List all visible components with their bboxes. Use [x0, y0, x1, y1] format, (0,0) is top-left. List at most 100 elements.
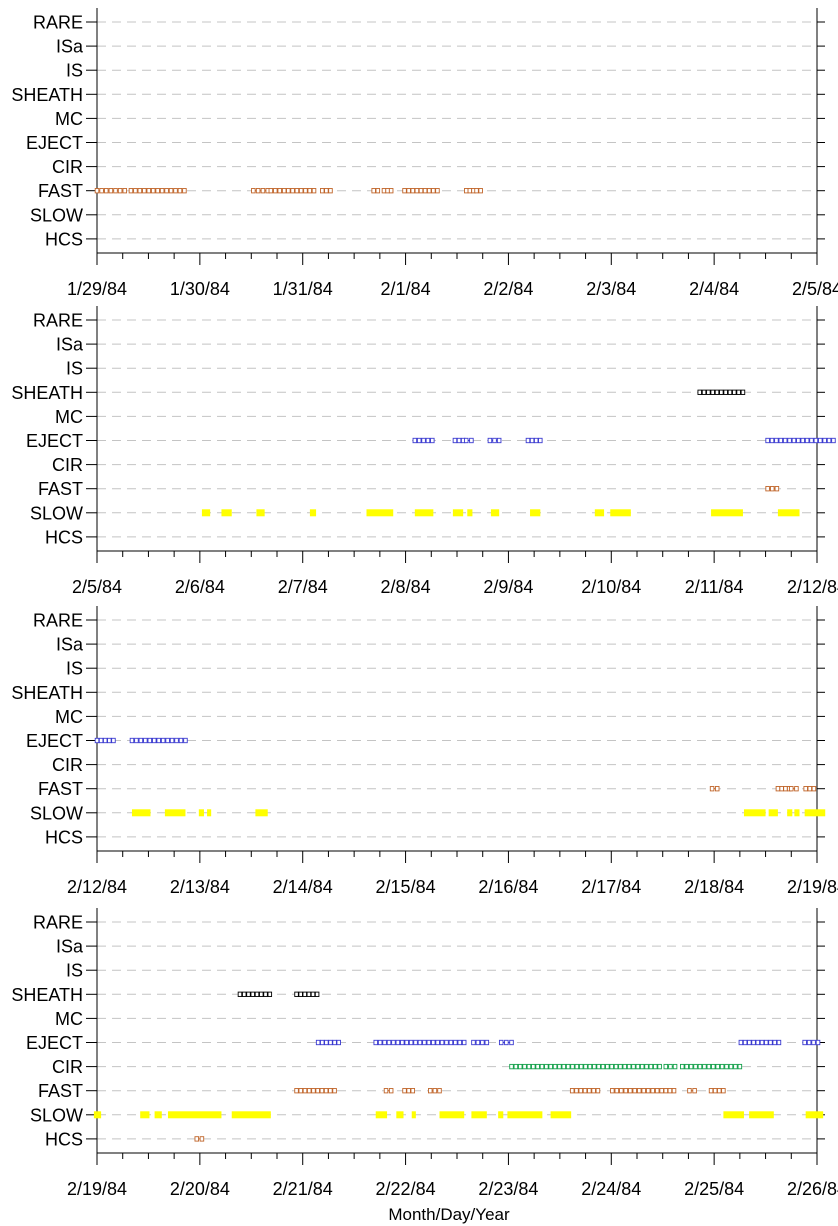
x-axis-title: Month/Day/Year: [388, 1205, 510, 1224]
data-point: [294, 1088, 299, 1094]
x-tick-label: 2/2/84: [483, 279, 533, 299]
series-fast-segment: [474, 188, 483, 194]
data-point: [693, 1063, 698, 1070]
slow-bar: [221, 509, 232, 517]
data-point: [680, 1063, 685, 1070]
data-point: [375, 188, 381, 194]
data-point: [715, 1063, 720, 1070]
data-point: [719, 389, 724, 395]
data-point: [452, 437, 458, 444]
series-eject-segment: [471, 1039, 490, 1046]
data-point: [323, 1088, 329, 1094]
panel-3: RARE ISa IS SHEATH MC EJECT CIR FAST SLOW HCS 2/12…: [11, 606, 838, 897]
data-point: [311, 188, 317, 194]
data-point: [383, 1088, 389, 1094]
data-point: [775, 786, 781, 792]
y-tick-label: EJECT: [26, 431, 83, 451]
data-point: [697, 1063, 703, 1070]
data-point: [418, 188, 424, 194]
data-point: [804, 437, 810, 444]
x-tick-label: 2/6/84: [175, 577, 225, 597]
data-point: [492, 437, 497, 444]
y-tick-label: EJECT: [26, 1033, 83, 1053]
data-point: [173, 188, 178, 194]
data-point: [290, 188, 295, 194]
data-point: [697, 389, 702, 395]
slow-bar: [777, 509, 800, 517]
data-point: [388, 1088, 394, 1094]
data-point: [591, 1088, 596, 1094]
series-slow-segment: [777, 509, 800, 517]
slow-bar: [768, 809, 778, 817]
data-point: [113, 188, 118, 194]
y-tick-label: ISa: [56, 335, 84, 355]
data-point: [281, 188, 287, 194]
data-point: [794, 786, 799, 792]
series-slow-segment: [452, 509, 464, 517]
data-point: [800, 437, 805, 444]
slow-bar: [530, 509, 541, 517]
y-tick-label: SLOW: [30, 803, 83, 823]
data-point: [302, 1088, 308, 1094]
data-point: [723, 389, 728, 395]
data-point: [522, 1063, 527, 1070]
data-point: [385, 188, 390, 194]
data-point: [254, 991, 260, 997]
data-point: [298, 1088, 304, 1094]
x-tick-label: 2/5/84: [792, 279, 838, 299]
data-point: [592, 1063, 597, 1070]
data-point: [381, 188, 387, 194]
data-point: [467, 188, 473, 194]
data-point: [639, 1063, 645, 1070]
data-point: [164, 188, 169, 194]
data-point: [671, 1088, 677, 1094]
data-point: [310, 991, 316, 997]
data-point: [273, 188, 278, 194]
data-point: [710, 389, 715, 395]
data-point: [246, 991, 251, 997]
data-point: [628, 1088, 633, 1094]
series-fast-segment: [251, 188, 270, 194]
data-point: [663, 1063, 669, 1070]
series-slow-segment: [490, 509, 500, 517]
y-tick-label: CIR: [52, 1057, 83, 1077]
slow-bar: [490, 509, 500, 517]
series-sheath-segment: [294, 991, 320, 997]
data-point: [432, 1088, 438, 1094]
x-tick-label: 2/11/84: [685, 577, 744, 597]
data-point: [732, 389, 737, 395]
series-fast-segment: [402, 1088, 416, 1094]
data-point: [480, 1039, 485, 1046]
data-point: [636, 1088, 642, 1094]
data-point: [410, 1088, 416, 1094]
data-point: [461, 1039, 467, 1046]
y-tick-label: MC: [55, 109, 83, 129]
y-tick-label: SLOW: [30, 503, 83, 523]
data-point: [822, 437, 827, 444]
data-point: [435, 1039, 440, 1046]
data-point: [535, 1063, 540, 1070]
series-fast-segment: [610, 1088, 664, 1094]
data-point: [104, 188, 109, 194]
data-point: [117, 188, 123, 194]
slow-bar: [140, 1111, 150, 1119]
y-tick-label: ISa: [56, 635, 84, 655]
slow-bar: [231, 1111, 271, 1119]
series-slow-segment: [309, 509, 317, 517]
x-tick-label: 2/5/84: [72, 577, 122, 597]
series-eject-segment: [412, 437, 435, 444]
x-tick-label: 2/19/84: [67, 1179, 127, 1199]
series-fast-segment: [663, 1088, 677, 1094]
x-tick-label: 2/3/84: [586, 279, 636, 299]
series-slow-segment: [711, 509, 743, 517]
y-tick-label: MC: [55, 1009, 83, 1029]
data-point: [464, 437, 469, 444]
data-point: [552, 1063, 558, 1070]
data-point: [609, 1063, 614, 1070]
data-point: [513, 1063, 519, 1070]
data-point: [478, 188, 483, 194]
slow-bar: [743, 809, 766, 817]
data-point: [298, 188, 304, 194]
series-slow-segment: [140, 1111, 150, 1119]
